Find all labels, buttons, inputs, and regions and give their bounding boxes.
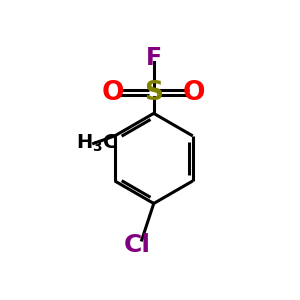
Text: O: O [183,80,206,106]
Text: S: S [144,80,163,106]
Text: $\mathregular{H_3C}$: $\mathregular{H_3C}$ [76,133,118,154]
Text: F: F [146,46,162,70]
Text: Cl: Cl [124,233,151,257]
Text: O: O [102,80,124,106]
